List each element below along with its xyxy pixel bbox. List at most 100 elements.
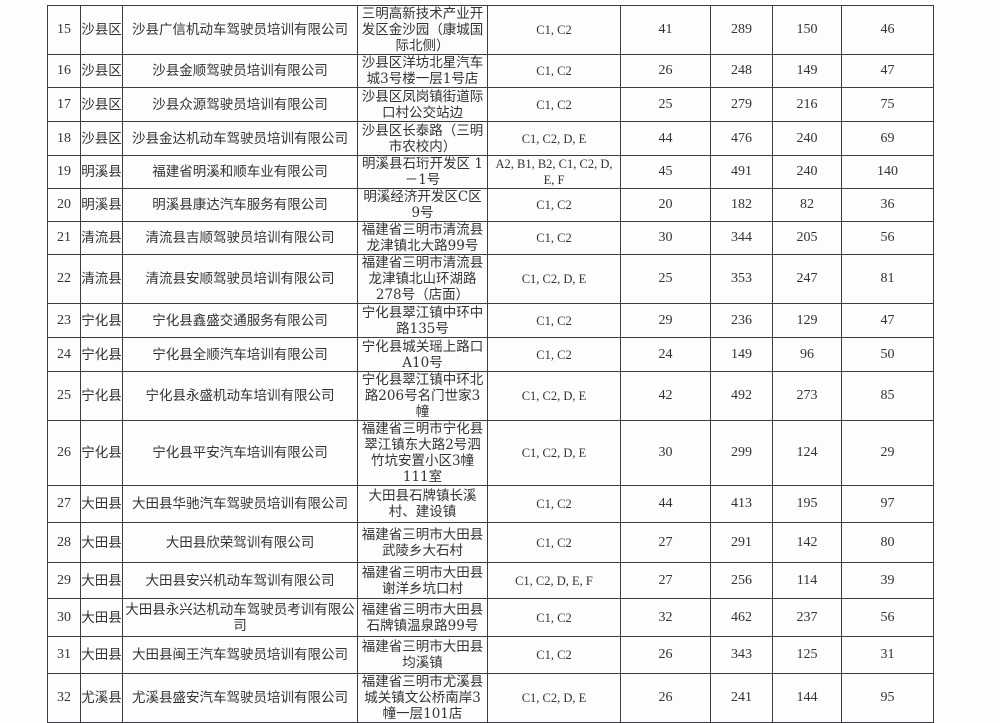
value-col-4-cell: 36 — [841, 188, 934, 222]
district-cell: 明溪县 — [80, 155, 123, 189]
address-cell: 福建省三明市清流县龙津镇北山环湖路278号（店面） — [357, 254, 488, 304]
value-col-2-cell: 241 — [710, 673, 773, 723]
row-number-cell: 17 — [47, 87, 81, 122]
license-types-cell: C1, C2, D, E — [487, 371, 621, 421]
table-row: 22 清流县 清流县安顺驾驶员培训有限公司 福建省三明市清流县龙津镇北山环湖路278号… — [47, 254, 934, 304]
value-col-3-cell: 205 — [772, 221, 842, 255]
value-col-1-cell: 26 — [620, 636, 711, 674]
value-col-1-cell: 42 — [620, 371, 711, 421]
company-name-cell: 沙县广信机动车驾驶员培训有限公司 — [122, 5, 358, 55]
value-col-3-cell: 142 — [772, 522, 842, 563]
value-col-4-cell: 80 — [841, 522, 934, 563]
address-cell: 明溪经济开发区C区9号 — [357, 188, 488, 222]
license-types-cell: C1, C2 — [487, 522, 621, 563]
table-row: 20 明溪县 明溪县康达汽车服务有限公司 明溪经济开发区C区9号 C1, C2 20 182… — [47, 188, 934, 222]
value-col-3-cell: 150 — [772, 5, 842, 55]
table-row: 32 尤溪县 尤溪县盛安汽车驾驶员培训有限公司 福建省三明市尤溪县城关镇文公桥南岸3幢… — [47, 673, 934, 723]
table-row: 29 大田县 大田县安兴机动车驾训有限公司 福建省三明市大田县谢洋乡坑口村 C1, C2… — [47, 562, 934, 599]
address-cell: 福建省三明市大田县均溪镇 — [357, 636, 488, 674]
table-row: 15 沙县区 沙县广信机动车驾驶员培训有限公司 三明高新技术产业开发区金沙园（康城国际… — [47, 5, 934, 55]
value-col-4-cell: 85 — [841, 371, 934, 421]
table-row: 21 清流县 清流县吉顺驾驶员培训有限公司 福建省三明市清流县龙津镇北大路99号 C1,… — [47, 221, 934, 255]
value-col-4-cell: 47 — [841, 54, 934, 88]
value-col-3-cell: 114 — [772, 562, 842, 599]
value-col-2-cell: 344 — [710, 221, 773, 255]
address-cell: 大田县石牌镇长溪村、建设镇 — [357, 485, 488, 523]
district-cell: 清流县 — [80, 254, 123, 304]
district-cell: 大田县 — [80, 598, 123, 637]
value-col-2-cell: 149 — [710, 337, 773, 372]
value-col-2-cell: 491 — [710, 155, 773, 189]
company-name-cell: 大田县安兴机动车驾训有限公司 — [122, 562, 358, 599]
value-col-1-cell: 26 — [620, 54, 711, 88]
value-col-4-cell: 140 — [841, 155, 934, 189]
row-number-cell: 32 — [47, 673, 81, 723]
value-col-2-cell: 256 — [710, 562, 773, 599]
table-row: 17 沙县区 沙县众源驾驶员培训有限公司 沙县区凤岗镇街道际口村公交站边 C1, C2 2… — [47, 87, 934, 122]
district-cell: 宁化县 — [80, 371, 123, 421]
value-col-4-cell: 69 — [841, 121, 934, 156]
license-types-cell: C1, C2 — [487, 5, 621, 55]
value-col-3-cell: 195 — [772, 485, 842, 523]
company-name-cell: 大田县闽王汽车驾驶员培训有限公司 — [122, 636, 358, 674]
row-number-cell: 31 — [47, 636, 81, 674]
license-types-cell: C1, C2 — [487, 221, 621, 255]
table-row: 27 大田县 大田县华驰汽车驾驶员培训有限公司 大田县石牌镇长溪村、建设镇 C1, C2… — [47, 485, 934, 523]
table-row: 28 大田县 大田县欣荣驾训有限公司 福建省三明市大田县武陵乡大石村 C1, C2 27 2… — [47, 522, 934, 563]
value-col-4-cell: 47 — [841, 303, 934, 338]
district-cell: 沙县区 — [80, 5, 123, 55]
value-col-2-cell: 289 — [710, 5, 773, 55]
value-col-3-cell: 124 — [772, 420, 842, 486]
address-cell: 沙县区凤岗镇街道际口村公交站边 — [357, 87, 488, 122]
value-col-2-cell: 476 — [710, 121, 773, 156]
address-cell: 福建省三明市大田县谢洋乡坑口村 — [357, 562, 488, 599]
table-row: 23 宁化县 宁化县鑫盛交通服务有限公司 宁化县翠江镇中环中路135号 C1, C2 29… — [47, 303, 934, 338]
district-cell: 大田县 — [80, 562, 123, 599]
company-name-cell: 宁化县鑫盛交通服务有限公司 — [122, 303, 358, 338]
company-name-cell: 宁化县全顺汽车培训有限公司 — [122, 337, 358, 372]
value-col-1-cell: 44 — [620, 121, 711, 156]
company-name-cell: 宁化县平安汽车培训有限公司 — [122, 420, 358, 486]
value-col-1-cell: 25 — [620, 87, 711, 122]
value-col-3-cell: 216 — [772, 87, 842, 122]
district-cell: 宁化县 — [80, 337, 123, 372]
value-col-2-cell: 462 — [710, 598, 773, 637]
address-cell: 福建省三明市尤溪县城关镇文公桥南岸3幢一层101店 — [357, 673, 488, 723]
value-col-1-cell: 25 — [620, 254, 711, 304]
address-cell: 福建省三明市大田县石牌镇温泉路99号 — [357, 598, 488, 637]
value-col-3-cell: 82 — [772, 188, 842, 222]
company-name-cell: 宁化县永盛机动车培训有限公司 — [122, 371, 358, 421]
license-types-cell: C1, C2, D, E — [487, 121, 621, 156]
license-types-cell: C1, C2 — [487, 87, 621, 122]
district-cell: 大田县 — [80, 636, 123, 674]
company-name-cell: 尤溪县盛安汽车驾驶员培训有限公司 — [122, 673, 358, 723]
row-number-cell: 24 — [47, 337, 81, 372]
license-types-cell: C1, C2 — [487, 303, 621, 338]
company-name-cell: 大田县永兴达机动车驾驶员考训有限公司 — [122, 598, 358, 637]
row-number-cell: 22 — [47, 254, 81, 304]
row-number-cell: 21 — [47, 221, 81, 255]
row-number-cell: 26 — [47, 420, 81, 486]
value-col-1-cell: 41 — [620, 5, 711, 55]
value-col-1-cell: 45 — [620, 155, 711, 189]
table-row: 26 宁化县 宁化县平安汽车培训有限公司 福建省三明市宁化县翠江镇东大路2号泗竹坑安置… — [47, 420, 934, 486]
value-col-4-cell: 56 — [841, 598, 934, 637]
row-number-cell: 30 — [47, 598, 81, 637]
driving-school-table: 15 沙县区 沙县广信机动车驾驶员培训有限公司 三明高新技术产业开发区金沙园（康城国际… — [47, 5, 934, 723]
value-col-3-cell: 125 — [772, 636, 842, 674]
value-col-3-cell: 247 — [772, 254, 842, 304]
value-col-2-cell: 279 — [710, 87, 773, 122]
value-col-4-cell: 46 — [841, 5, 934, 55]
table-row: 31 大田县 大田县闽王汽车驾驶员培训有限公司 福建省三明市大田县均溪镇 C1, C2 2… — [47, 636, 934, 674]
value-col-1-cell: 27 — [620, 522, 711, 563]
license-types-cell: C1, C2 — [487, 54, 621, 88]
table-row: 19 明溪县 福建省明溪和顺车业有限公司 明溪县石珩开发区 1 －1号 A2, B1, … — [47, 155, 934, 189]
value-col-4-cell: 31 — [841, 636, 934, 674]
value-col-3-cell: 129 — [772, 303, 842, 338]
district-cell: 清流县 — [80, 221, 123, 255]
value-col-1-cell: 29 — [620, 303, 711, 338]
value-col-4-cell: 75 — [841, 87, 934, 122]
value-col-2-cell: 492 — [710, 371, 773, 421]
row-number-cell: 18 — [47, 121, 81, 156]
row-number-cell: 23 — [47, 303, 81, 338]
